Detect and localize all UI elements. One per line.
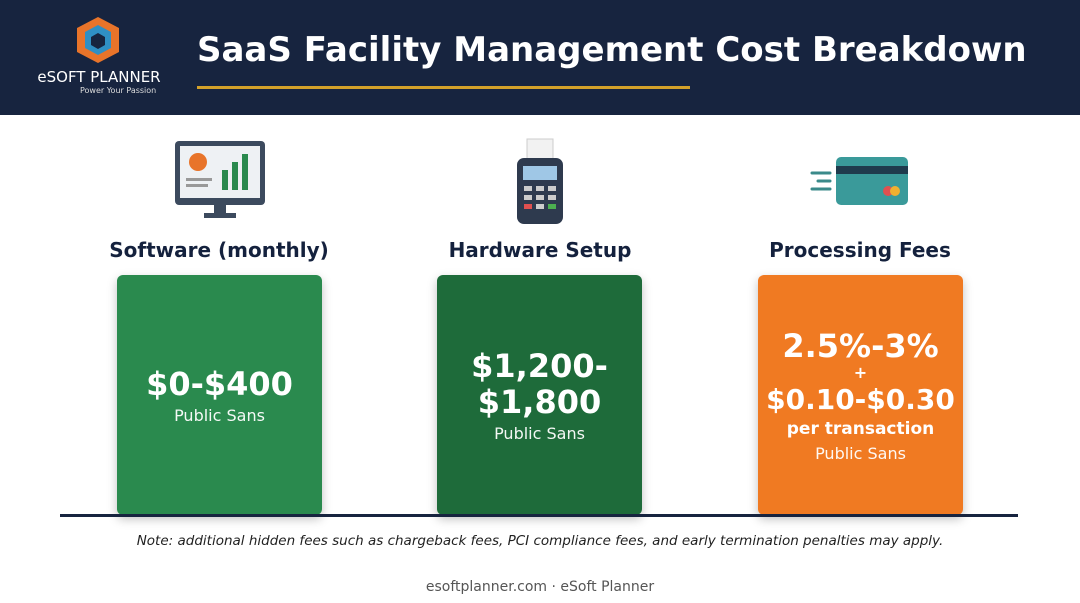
logo-name: eSOFT PLANNER — [37, 68, 161, 86]
footer: esoftplanner.com · eSoft Planner — [425, 579, 655, 595]
font-note: Public Sans — [815, 443, 906, 463]
cost-card: 2.5%-3% + $0.10-$0.30 per transaction Pu… — [758, 275, 963, 515]
card-heading: Processing Fees — [769, 238, 951, 262]
card-heading: Hardware Setup — [448, 238, 632, 262]
monitor-icon — [175, 141, 265, 218]
terminal-icon — [517, 138, 563, 224]
title-underline — [197, 86, 690, 89]
cost-card: $1,200- $1,800 Public Sans — [437, 275, 642, 515]
logo-icon — [77, 17, 119, 63]
card-icon — [810, 157, 908, 205]
font-note: Public Sans — [174, 405, 265, 425]
card-plus: + — [853, 362, 868, 382]
card-value: $0-$400 — [146, 364, 293, 403]
card-unit: per transaction — [786, 418, 935, 439]
baseline — [60, 514, 1018, 517]
title: SaaS Facility Management Cost Breakdown — [197, 30, 1027, 70]
card-value: $1,200- — [471, 346, 608, 385]
font-note: Public Sans — [494, 423, 585, 443]
note: Note: additional hidden fees such as cha… — [136, 533, 944, 549]
logo-tagline: Power Your Passion — [80, 86, 157, 95]
card-heading: Software (monthly) — [109, 238, 329, 262]
header: eSOFT PLANNER Power Your Passion SaaS Fa… — [0, 0, 1080, 115]
card-value: $0.10-$0.30 — [766, 382, 955, 416]
card-value: 2.5%-3% — [782, 326, 939, 365]
cost-card: $0-$400 Public Sans — [117, 275, 322, 515]
card-value: $1,800 — [477, 382, 602, 421]
